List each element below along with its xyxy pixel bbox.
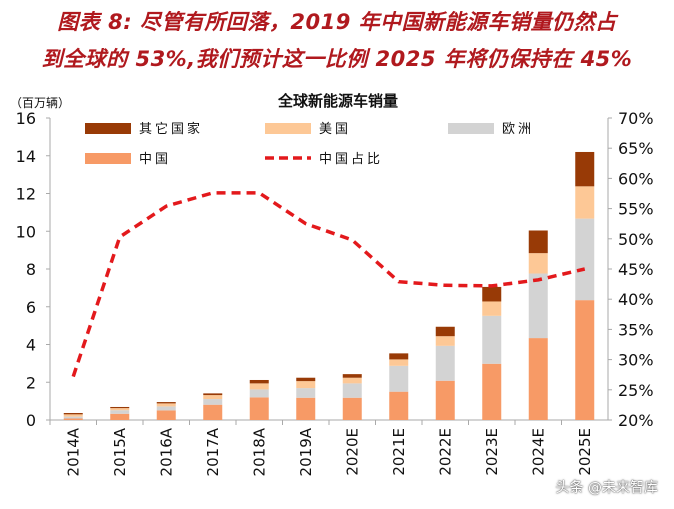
bar-2020E (342, 397, 362, 420)
y-tick-label: 8 (26, 260, 36, 279)
bar-2023E (482, 315, 502, 364)
y2-tick-label: 30% (618, 351, 654, 370)
y2-tick-label: 50% (618, 230, 654, 249)
y2-tick-label: 40% (618, 290, 654, 309)
bar-2014A (63, 416, 83, 419)
bar-2014A (63, 414, 83, 417)
watermark: 头条 @未来智库 (555, 480, 658, 496)
bar-2023E (482, 301, 502, 316)
y2-tick-label: 70% (618, 109, 654, 128)
heading-line-2: 到全球的 53%,我们预计这一比例 2025 年将仍保持在 45% (41, 47, 633, 71)
bar-2016A (156, 402, 176, 404)
legend-label: 美国 (319, 122, 351, 137)
y-tick-label: 16 (16, 109, 36, 128)
bar-2022E (435, 326, 455, 337)
bar-2025E (575, 218, 595, 301)
china-share-line (71, 191, 586, 378)
bar-2025E (575, 151, 595, 187)
bar-2018A (249, 389, 269, 398)
y-tick-label: 2 (26, 373, 36, 392)
x-tick-label: 2019A (297, 427, 315, 476)
bar-2015A (110, 413, 130, 420)
y-tick-label: 12 (16, 185, 36, 204)
bar-2021E (389, 353, 409, 360)
x-tick-label: 2015A (111, 427, 129, 476)
bar-2016A (156, 403, 176, 407)
y2-tick-label: 55% (618, 200, 654, 219)
legend-swatch (448, 123, 494, 134)
y-tick-label: 0 (26, 411, 36, 430)
x-tick-label: 2023E (483, 428, 501, 476)
x-tick-label: 2016A (157, 427, 175, 476)
bar-2015A (110, 410, 130, 414)
bar-2024E (528, 230, 548, 254)
bar-2017A (203, 395, 223, 400)
bar-2015A (110, 406, 130, 409)
bar-2025E (575, 186, 595, 219)
y-axis-label: （百万辆） (10, 96, 70, 110)
bar-2019A (296, 397, 316, 420)
bar-2022E (435, 380, 455, 420)
x-tick-label: 2020E (343, 428, 361, 476)
y2-tick-label: 35% (618, 320, 654, 339)
bar-2024E (528, 273, 548, 339)
x-tick-label: 2025E (576, 428, 594, 476)
chart-title: 全球新能源车销量 (277, 92, 398, 110)
bar-2020E (342, 383, 362, 398)
y-tick-label: 6 (26, 298, 36, 317)
legend-swatch (85, 153, 131, 164)
legend-swatch (85, 123, 131, 134)
x-tick-label: 2017A (204, 427, 222, 476)
heading-line-1: 图表 8: 尽管有所回落，2019 年中国新能源车销量仍然占 (57, 10, 617, 34)
legend-swatch (265, 123, 311, 134)
x-tick-label: 2021E (390, 428, 408, 476)
bar-2024E (528, 253, 548, 274)
x-tick-label: 2018A (250, 427, 268, 476)
y2-tick-label: 45% (618, 260, 654, 279)
bar-2014A (63, 413, 83, 415)
legend-label: 中国 (139, 152, 171, 167)
bar-2023E (482, 363, 502, 420)
bar-2018A (249, 383, 269, 390)
bar-2018A (249, 379, 269, 384)
bar-2017A (203, 393, 223, 396)
y-tick-label: 4 (26, 336, 36, 355)
bar-2019A (296, 381, 316, 389)
bar-2021E (389, 391, 409, 420)
bar-2015A (110, 408, 130, 411)
bar-2020E (342, 374, 362, 378)
bar-2022E (435, 336, 455, 346)
y2-tick-label: 25% (618, 381, 654, 400)
y-tick-label: 10 (16, 222, 36, 241)
bar-2017A (203, 399, 223, 405)
bar-2018A (249, 397, 269, 420)
bar-2020E (342, 377, 362, 384)
y2-tick-label: 65% (618, 139, 654, 158)
bar-2016A (156, 410, 176, 420)
x-tick-label: 2022E (436, 428, 454, 476)
x-tick-label: 2014A (64, 427, 82, 476)
legend-label: 其它国家 (139, 121, 203, 137)
bar-2025E (575, 300, 595, 420)
legend-label: 中国占比 (319, 152, 383, 167)
x-tick-label: 2024E (529, 428, 547, 476)
bar-2022E (435, 345, 455, 381)
y2-tick-label: 20% (618, 411, 654, 430)
legend-label: 欧洲 (502, 122, 534, 137)
bar-2023E (482, 286, 502, 302)
bar-2019A (296, 388, 316, 398)
y2-tick-label: 60% (618, 169, 654, 188)
bar-2021E (389, 365, 409, 392)
bar-2021E (389, 359, 409, 366)
y-tick-label: 14 (16, 147, 36, 166)
bar-2016A (156, 406, 176, 411)
bar-2024E (528, 338, 548, 420)
bar-2019A (296, 377, 316, 382)
bar-2014A (63, 418, 83, 420)
bar-2017A (203, 404, 223, 420)
